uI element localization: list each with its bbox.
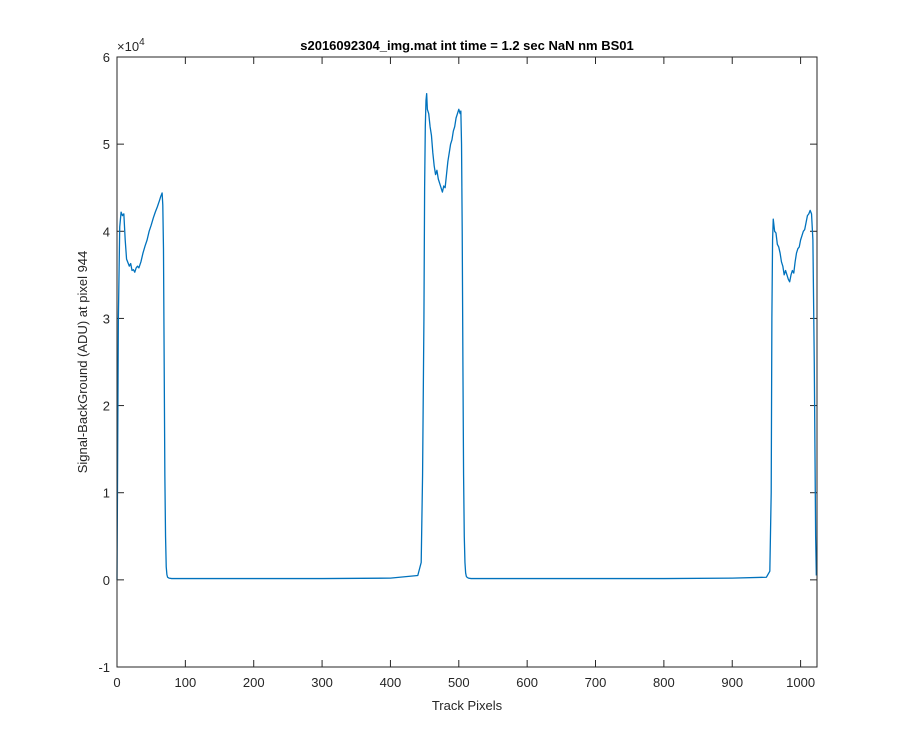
x-tick-label: 0 bbox=[113, 675, 120, 690]
series-layer bbox=[116, 92, 817, 580]
x-tick-label: 200 bbox=[243, 675, 265, 690]
x-tick-label: 500 bbox=[448, 675, 470, 690]
x-tick-label: 900 bbox=[721, 675, 743, 690]
y-exponent-base: ×10 bbox=[117, 39, 139, 54]
series-line-0 bbox=[116, 92, 817, 580]
y-axis-label: Signal-BackGround (ADU) at pixel 944 bbox=[75, 251, 90, 474]
y-exponent-label: ×104 bbox=[117, 37, 145, 54]
y-tick-label: 5 bbox=[103, 137, 110, 152]
x-axis-ticks: 0 100 200 300 400 500 600 700 800 900 1000 bbox=[113, 57, 815, 690]
x-tick-label: 100 bbox=[175, 675, 197, 690]
x-tick-label: 600 bbox=[516, 675, 538, 690]
y-tick-label: 0 bbox=[103, 573, 110, 588]
y-tick-label: 3 bbox=[103, 311, 110, 326]
x-tick-label: 800 bbox=[653, 675, 675, 690]
plot-area-background bbox=[117, 57, 817, 667]
plot-area-frame bbox=[116, 56, 818, 668]
x-tick-label: 300 bbox=[311, 675, 333, 690]
y-tick-label: 6 bbox=[103, 50, 110, 65]
x-tick-label: 400 bbox=[380, 675, 402, 690]
y-exponent-power: 4 bbox=[139, 37, 145, 48]
chart-title: s2016092304_img.mat int time = 1.2 sec N… bbox=[300, 38, 634, 53]
x-tick-label: 700 bbox=[585, 675, 607, 690]
y-tick-label: -1 bbox=[98, 660, 110, 675]
y-tick-label: 4 bbox=[103, 224, 110, 239]
x-tick-label: 1000 bbox=[786, 675, 815, 690]
y-tick-label: 2 bbox=[103, 399, 110, 414]
x-axis-label: Track Pixels bbox=[432, 698, 503, 713]
y-tick-label: 1 bbox=[103, 486, 110, 501]
